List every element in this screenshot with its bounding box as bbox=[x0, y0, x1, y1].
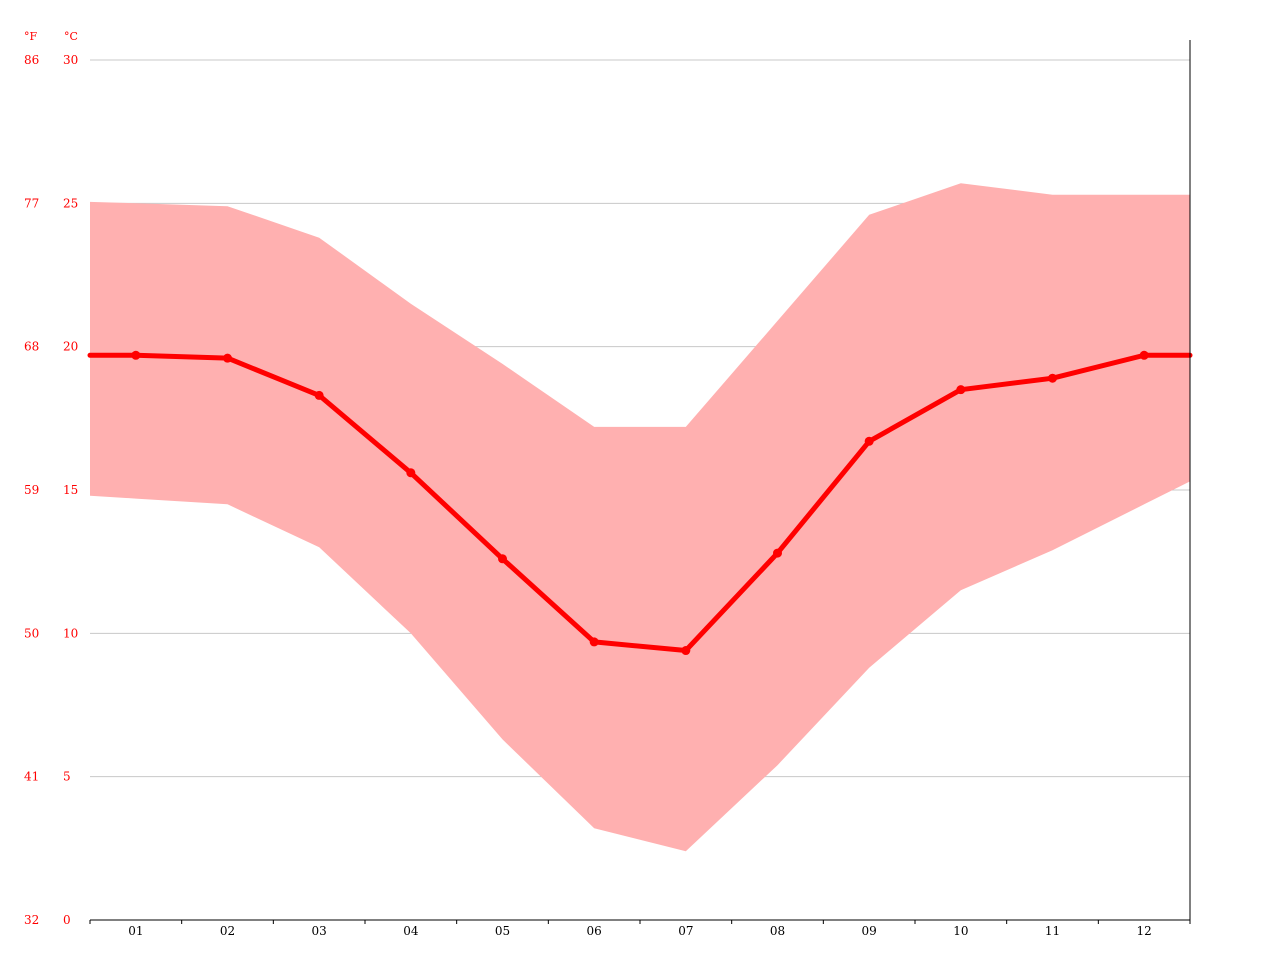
celsius-tick-label: 0 bbox=[63, 913, 71, 927]
celsius-tick-label: 20 bbox=[63, 340, 78, 354]
x-tick-label: 12 bbox=[1137, 924, 1152, 938]
celsius-tick-label: 10 bbox=[63, 626, 78, 640]
celsius-tick-label: 30 bbox=[63, 53, 78, 67]
data-point bbox=[773, 548, 782, 558]
axes bbox=[89, 40, 1191, 924]
data-point bbox=[589, 637, 599, 647]
x-tick-label: 02 bbox=[220, 924, 235, 938]
x-tick-label: 04 bbox=[403, 924, 419, 938]
x-tick-label: 08 bbox=[770, 924, 785, 938]
x-tick-label: 09 bbox=[862, 924, 877, 938]
data-point bbox=[314, 390, 324, 400]
fahrenheit-unit-label: °F bbox=[24, 30, 38, 43]
celsius-tick-label: 15 bbox=[63, 483, 78, 497]
temperature-range-band bbox=[90, 183, 1190, 852]
data-point bbox=[223, 353, 232, 363]
tick-labels: 0 32 5 41 10 50 15 59 20 68 25 77 30 86 01 02 03 04 05 06 07… bbox=[24, 53, 1152, 938]
data-point bbox=[131, 350, 141, 360]
celsius-tick-label: 5 bbox=[63, 770, 71, 784]
data-point bbox=[681, 646, 691, 656]
celsius-tick-label: 25 bbox=[63, 196, 78, 210]
fahrenheit-tick-label: 86 bbox=[24, 53, 39, 67]
data-point bbox=[956, 385, 966, 395]
x-tick-label: 10 bbox=[953, 924, 968, 938]
data-point bbox=[1139, 350, 1149, 360]
data-point bbox=[406, 468, 416, 478]
x-tick-label: 01 bbox=[128, 924, 143, 938]
data-point bbox=[864, 436, 874, 446]
series-line bbox=[87, 352, 1193, 653]
average-temperature-line bbox=[87, 350, 1193, 656]
x-tick-label: 06 bbox=[587, 924, 602, 938]
x-tick-label: 07 bbox=[678, 924, 693, 938]
x-tick-label: 11 bbox=[1045, 924, 1060, 938]
fahrenheit-tick-label: 59 bbox=[24, 483, 39, 497]
range-band-area bbox=[90, 183, 1190, 852]
fahrenheit-tick-label: 50 bbox=[24, 626, 39, 640]
fahrenheit-tick-label: 32 bbox=[24, 913, 39, 927]
x-tick-label: 03 bbox=[312, 924, 327, 938]
fahrenheit-tick-label: 77 bbox=[24, 196, 39, 210]
fahrenheit-tick-label: 41 bbox=[24, 770, 39, 784]
fahrenheit-tick-label: 68 bbox=[24, 340, 39, 354]
celsius-unit-label: °C bbox=[64, 30, 78, 43]
x-tick-label: 05 bbox=[495, 924, 510, 938]
data-point bbox=[1048, 373, 1057, 383]
data-point bbox=[498, 554, 507, 564]
